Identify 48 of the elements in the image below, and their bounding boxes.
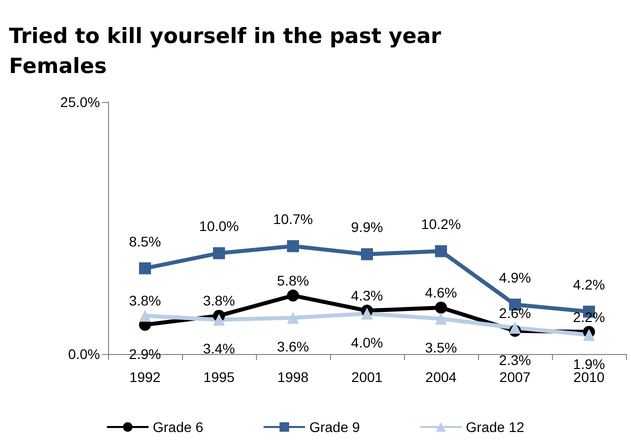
point (139, 310, 151, 322)
data-label: 4.3% (351, 288, 383, 304)
data-label: 4.9% (499, 270, 531, 286)
data-label: 2.3% (499, 352, 531, 368)
point (583, 328, 595, 341)
point (509, 322, 521, 334)
legend-label: Grade 6 (152, 419, 204, 435)
x-tick-label: 1998 (277, 369, 309, 385)
y-tick-label: 0.0% (68, 346, 100, 362)
point (139, 262, 151, 274)
point (361, 308, 373, 320)
y-tick-label: 25.0% (60, 94, 100, 110)
legend-label: Grade 12 (466, 419, 524, 435)
data-label: 4.2% (573, 276, 605, 293)
data-label: 2.2% (573, 308, 605, 325)
point (213, 247, 225, 260)
x-tick-label: 2004 (425, 369, 457, 385)
x-tick-label: 1992 (129, 369, 161, 385)
data-label: 3.5% (425, 340, 457, 356)
data-label: 3.6% (277, 338, 309, 355)
data-label: 4.6% (425, 284, 457, 301)
data-label: 8.5% (129, 233, 161, 250)
point (287, 290, 299, 302)
data-label: 4.0% (351, 334, 383, 351)
x-tick-label: 2001 (351, 369, 383, 385)
data-label: 10.0% (199, 218, 239, 234)
point (361, 248, 373, 260)
point (435, 312, 447, 325)
data-label: 3.8% (129, 292, 161, 309)
legend-label: Grade 9 (309, 419, 360, 435)
point (435, 302, 447, 314)
point (213, 314, 225, 326)
data-label: 1.9% (573, 356, 605, 372)
point (435, 245, 447, 258)
x-tick-label: 1995 (203, 369, 235, 385)
data-label: 9.9% (351, 219, 383, 236)
data-label: 10.7% (273, 211, 313, 228)
data-label: 2.6% (499, 304, 531, 321)
data-label: 10.2% (421, 216, 461, 232)
point (287, 240, 299, 252)
point (287, 312, 299, 324)
chart-title: Tried to kill yourself in the past year Females (9, 24, 442, 78)
data-label: 3.4% (203, 340, 235, 357)
data-label: 2.9% (129, 346, 161, 362)
x-tick-label: 2007 (499, 369, 531, 385)
data-label: 5.8% (277, 272, 309, 289)
x-tick-label: 2010 (573, 369, 605, 385)
data-label: 3.8% (203, 292, 235, 309)
